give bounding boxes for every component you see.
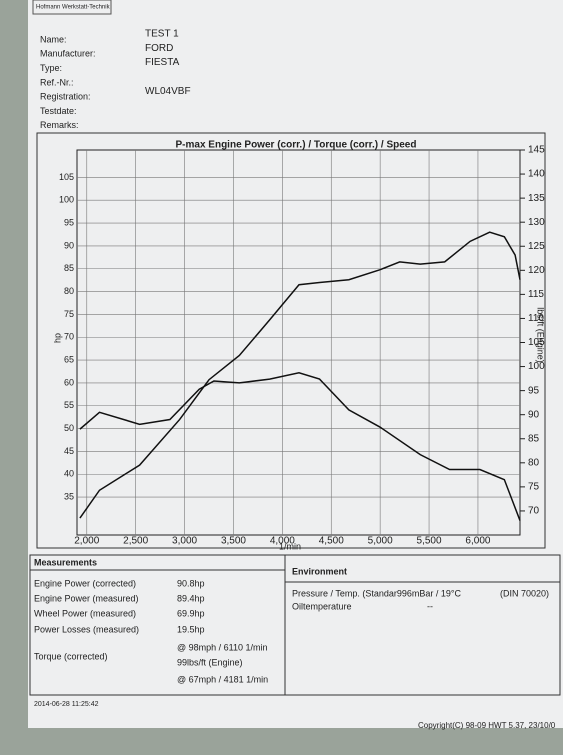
field-value: WL04VBF <box>145 86 191 97</box>
paper <box>28 0 563 728</box>
y-axis-label: hp <box>52 333 62 343</box>
y2-axis-label: lbs/ft (Engine) <box>536 307 546 363</box>
measure-value: 99lbs/ft (Engine) <box>177 657 243 667</box>
y2-tick-label: 110 <box>528 313 544 324</box>
y-tick-label: 35 <box>64 491 74 501</box>
x-tick-label: 6,000 <box>465 536 490 547</box>
measure-label: Power Losses (measured) <box>34 624 139 634</box>
y-tick-label: 105 <box>59 172 74 182</box>
series-line <box>79 231 521 519</box>
x-tick-label: 4,500 <box>319 536 344 547</box>
field-value: FORD <box>145 43 173 54</box>
y2-tick-label: 125 <box>528 241 545 252</box>
y-tick-label: 45 <box>64 446 74 456</box>
field-label: Type: <box>40 63 62 73</box>
field-label: Ref.-Nr.: <box>40 77 74 87</box>
copyright: Copyright(C) 98-09 HWT 5.37, 23/10/0 <box>418 721 556 730</box>
env-value: (DIN 70020) <box>500 588 549 598</box>
x-tick-label: 3,000 <box>172 536 197 547</box>
y-tick-label: 40 <box>64 469 74 479</box>
y2-tick-label: 130 <box>528 217 545 228</box>
measure-label: Torque (corrected) <box>34 651 108 661</box>
field-label: Manufacturer: <box>40 49 96 59</box>
series-line <box>79 372 521 521</box>
measure-label: Wheel Power (measured) <box>34 608 136 618</box>
measure-value: 90.8hp <box>177 578 205 588</box>
y-tick-label: 65 <box>64 354 74 364</box>
measure-label: Engine Power (corrected) <box>34 578 136 588</box>
env-value: -- <box>427 601 433 611</box>
tab-box <box>32 0 112 15</box>
y-tick-label: 100 <box>59 195 74 205</box>
measure-value: 89.4hp <box>177 593 205 603</box>
y2-tick-label: 145 <box>528 145 545 156</box>
y2-tick-label: 85 <box>528 433 540 444</box>
measure-label: Engine Power (measured) <box>34 593 139 603</box>
y2-tick-label: 140 <box>528 169 545 180</box>
field-label: Remarks: <box>40 120 79 130</box>
y2-tick-label: 115 <box>528 289 544 300</box>
y2-tick-label: 105 <box>528 337 545 348</box>
x-tick-label: 5,000 <box>368 536 393 547</box>
y-tick-label: 75 <box>64 309 74 319</box>
measure-value: 69.9hp <box>177 608 205 618</box>
timestamp: 2014-06-28 11:25:42 <box>34 701 99 708</box>
y-tick-label: 50 <box>64 423 74 433</box>
env-label: Oiltemperature <box>292 601 352 611</box>
x-tick-label: 4,000 <box>270 536 295 547</box>
x-axis-label: 1/min <box>279 541 301 551</box>
y-tick-label: 80 <box>64 286 74 296</box>
x-tick-label: 3,500 <box>221 536 246 547</box>
measure-value: @ 98mph / 6110 1/min <box>177 642 268 652</box>
environment-title: Environment <box>292 566 347 576</box>
chart-title: P-max Engine Power (corr.) / Torque (cor… <box>176 140 417 151</box>
field-value: FIESTA <box>145 57 180 68</box>
chart-frame <box>36 132 546 549</box>
y2-tick-label: 95 <box>528 385 540 396</box>
y2-tick-label: 70 <box>528 506 540 517</box>
x-tick-label: 5,500 <box>417 536 442 547</box>
y-tick-label: 95 <box>64 217 74 227</box>
measurements-box <box>29 554 561 696</box>
x-tick-label: 2,000 <box>74 536 99 547</box>
tab: Hofmann Werkstatt-Technik <box>36 5 111 11</box>
field-label: Registration: <box>40 92 91 102</box>
y2-tick-label: 75 <box>528 482 540 493</box>
y-tick-label: 60 <box>64 377 74 387</box>
y2-tick-label: 80 <box>528 457 540 468</box>
measurements-title: Measurements <box>34 557 97 567</box>
y2-tick-label: 120 <box>528 265 545 276</box>
y-tick-label: 70 <box>64 332 74 342</box>
y-tick-label: 90 <box>64 240 74 250</box>
measure-value: @ 67mph / 4181 1/min <box>177 674 268 684</box>
x-tick-label: 2,500 <box>123 536 148 547</box>
y-tick-label: 55 <box>64 400 74 410</box>
field-label: Name: <box>40 34 67 44</box>
y-tick-label: 85 <box>64 263 74 273</box>
env-label: Pressure / Temp. (Standar996mBar / 19°C <box>292 588 462 598</box>
field-label: Testdate: <box>40 106 77 116</box>
y2-tick-label: 135 <box>528 193 545 204</box>
field-value: TEST 1 <box>145 29 179 40</box>
y2-tick-label: 90 <box>528 409 540 420</box>
measure-value: 19.5hp <box>177 624 205 634</box>
y2-tick-label: 100 <box>528 361 545 372</box>
